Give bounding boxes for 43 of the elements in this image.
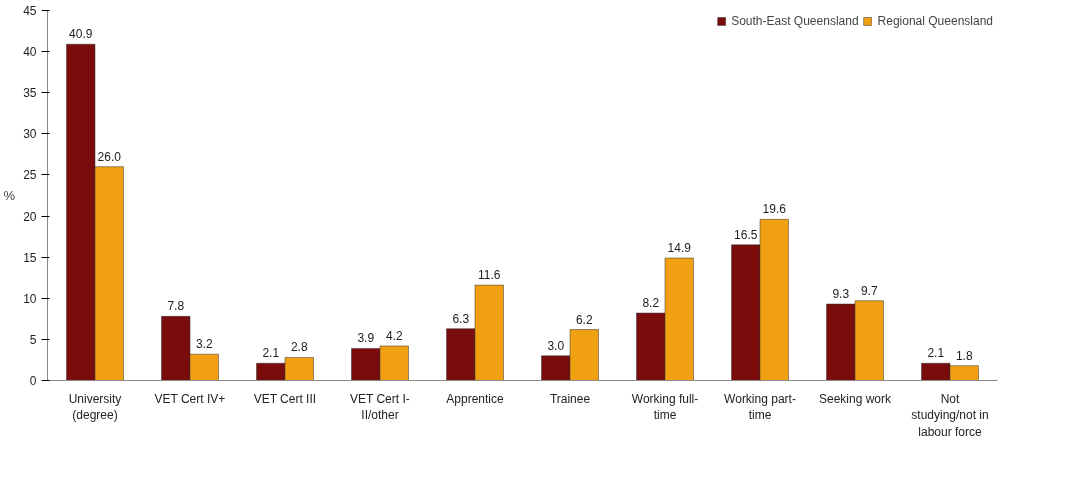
data-label: 4.2 xyxy=(385,328,403,343)
y-axis-title: % xyxy=(3,188,16,203)
data-label: 3.9 xyxy=(357,331,375,346)
data-label: 11.6 xyxy=(478,268,501,283)
data-label: 2.1 xyxy=(262,346,280,361)
data-label: 16.5 xyxy=(734,227,758,242)
x-tick-label: Working full- time xyxy=(631,391,699,423)
y-tick-label: 0 xyxy=(29,374,37,388)
data-label: 1.8 xyxy=(955,348,973,363)
y-tick-label: 40 xyxy=(23,45,37,60)
y-tick-label: 30 xyxy=(23,127,37,142)
legend-label: Regional Queensland xyxy=(877,14,993,28)
x-tick-label: VET Cert IV+ xyxy=(154,391,226,406)
data-label: 14.9 xyxy=(667,240,692,255)
data-label: 40.9 xyxy=(69,27,93,42)
y-tick-label: 20 xyxy=(23,209,37,224)
x-tick-label: VET Cert I- II/other xyxy=(350,391,410,423)
data-label: 19.6 xyxy=(762,202,787,217)
y-tick-label: 5 xyxy=(29,332,37,347)
data-label: 9.7 xyxy=(860,283,878,298)
data-label: 3.0 xyxy=(547,338,565,353)
data-label: 2.1 xyxy=(927,346,945,361)
data-label: 8.2 xyxy=(642,296,660,311)
data-label: 6.3 xyxy=(452,311,470,326)
data-label: 6.2 xyxy=(575,312,593,327)
y-tick-label: 25 xyxy=(23,168,37,183)
data-label: 26.0 xyxy=(97,149,122,164)
data-label: 3.2 xyxy=(195,337,213,352)
x-tick-label: Seeking work xyxy=(818,391,893,406)
data-label: 9.3 xyxy=(832,287,850,302)
x-tick-label: University (degree) xyxy=(68,391,122,423)
y-tick-label: 35 xyxy=(23,86,37,101)
x-tick-label: Apprentice xyxy=(446,391,505,406)
x-tick-label: VET Cert III xyxy=(253,391,317,406)
legend-label: South-East Queensland xyxy=(731,14,859,28)
x-tick-label: Not studying/not in labour force xyxy=(911,391,989,440)
y-tick-label: 10 xyxy=(23,291,37,306)
data-label: 2.8 xyxy=(290,340,308,355)
data-label: 7.8 xyxy=(167,299,185,314)
y-tick-label: 15 xyxy=(23,250,37,265)
x-tick-label: Trainee xyxy=(549,391,591,406)
x-tick-label: Working part- time xyxy=(724,391,796,423)
y-tick-label: 45 xyxy=(23,4,37,18)
